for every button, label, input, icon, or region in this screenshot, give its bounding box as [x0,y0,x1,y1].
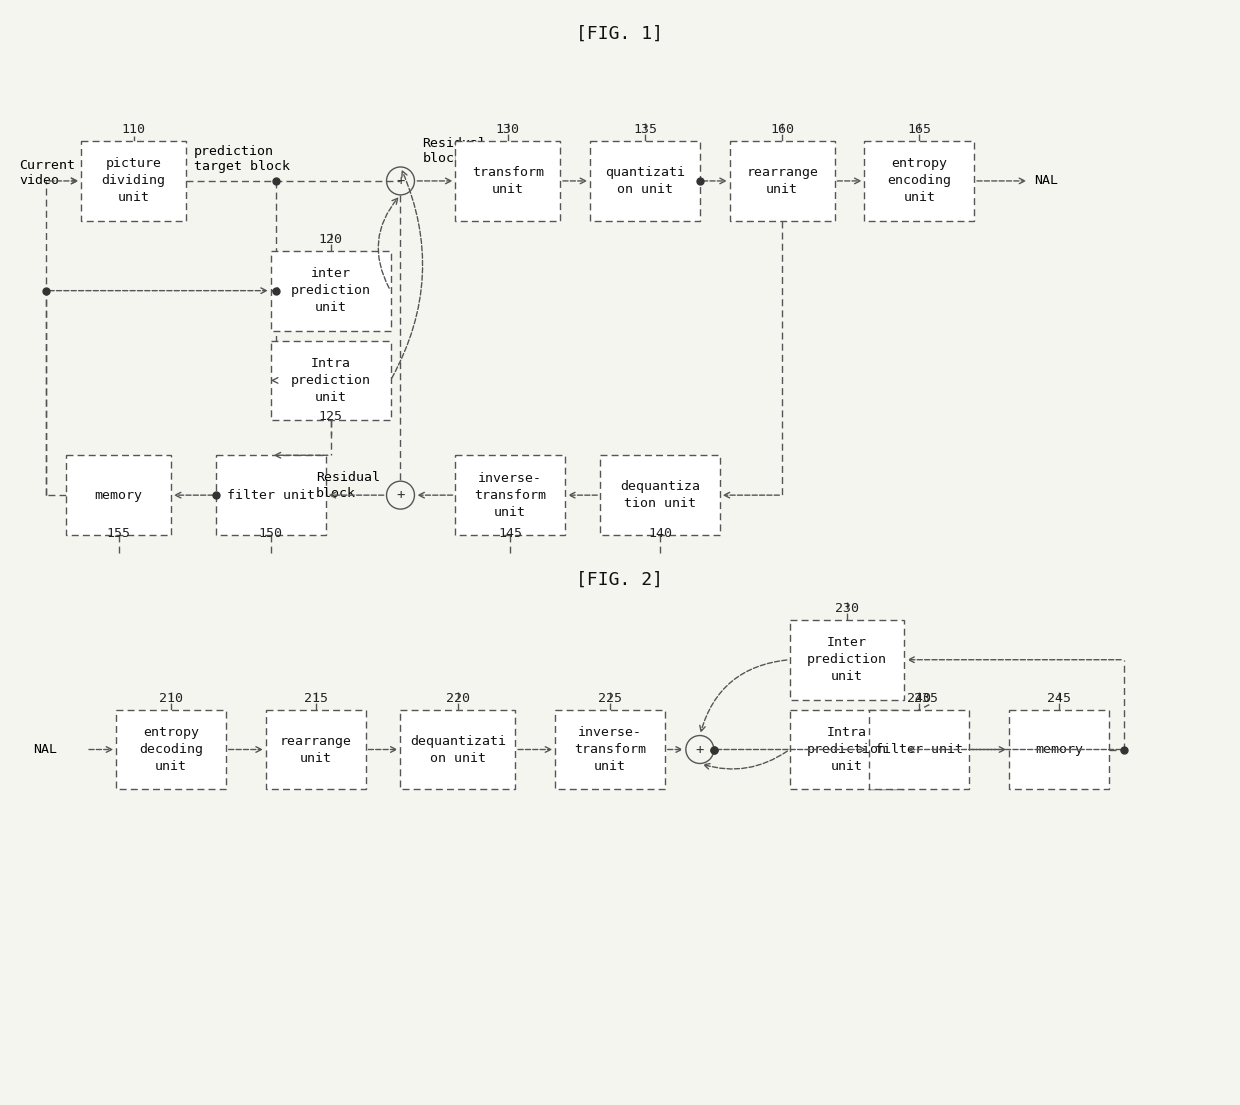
Text: 245: 245 [1047,692,1071,705]
Text: 210: 210 [159,692,184,705]
Text: dequantizati
on unit: dequantizati on unit [410,735,506,765]
Bar [864,141,975,221]
Text: Current
video: Current video [20,159,76,187]
Text: inter
prediction
unit: inter prediction unit [290,267,371,314]
Text: 240: 240 [908,692,931,705]
Bar [455,455,565,535]
Text: filter unit: filter unit [875,743,963,756]
Bar [401,709,516,789]
Text: inverse-
transform
unit: inverse- transform unit [574,726,646,773]
Text: 215: 215 [304,692,327,705]
Text: [FIG. 2]: [FIG. 2] [577,571,663,589]
Text: Inter
prediction
unit: Inter prediction unit [807,636,887,683]
Text: 110: 110 [122,123,145,136]
Text: 125: 125 [319,410,342,423]
Text: memory: memory [94,488,143,502]
Text: 155: 155 [107,527,130,540]
Bar [270,251,391,330]
Text: 220: 220 [446,692,470,705]
Text: 120: 120 [319,233,342,245]
Bar [790,620,904,699]
Text: Intra
prediction
unit: Intra prediction unit [290,357,371,404]
Bar [270,340,391,420]
Text: prediction
target block: prediction target block [193,145,290,173]
Bar [81,141,186,221]
Bar [869,709,970,789]
Bar [556,709,665,789]
Text: Residual: Residual [316,471,379,484]
Bar [117,709,226,789]
Bar [265,709,366,789]
Text: 140: 140 [649,527,672,540]
Bar [730,141,835,221]
Text: 165: 165 [908,123,931,136]
Text: 130: 130 [496,123,520,136]
Text: picture
dividing
unit: picture dividing unit [102,157,166,204]
Text: 235: 235 [914,692,939,705]
Text: +: + [397,173,404,188]
Bar [600,455,719,535]
Text: block: block [316,486,356,499]
Text: dequantiza
tion unit: dequantiza tion unit [620,481,699,511]
Text: NAL: NAL [1034,175,1058,188]
Text: 225: 225 [598,692,622,705]
Text: 150: 150 [259,527,283,540]
Text: rearrange
unit: rearrange unit [746,166,818,196]
Bar [1009,709,1109,789]
Text: Residual: Residual [423,137,486,149]
Bar [790,709,904,789]
Text: 230: 230 [835,602,859,614]
Text: entropy
encoding
unit: entropy encoding unit [888,157,951,204]
Text: entropy
decoding
unit: entropy decoding unit [139,726,203,773]
Text: block: block [423,152,463,166]
Text: transform
unit: transform unit [471,166,544,196]
Text: inverse-
transform
unit: inverse- transform unit [474,472,547,518]
Text: rearrange
unit: rearrange unit [280,735,352,765]
Bar [216,455,326,535]
Text: [FIG. 1]: [FIG. 1] [577,24,663,42]
Text: NAL: NAL [33,743,57,756]
Bar [66,455,171,535]
Text: +: + [397,488,404,502]
Text: Intra
prediction
unit: Intra prediction unit [807,726,887,773]
Text: memory: memory [1035,743,1083,756]
Text: quantizati
on unit: quantizati on unit [605,166,684,196]
Text: 145: 145 [498,527,522,540]
Text: 160: 160 [770,123,794,136]
Text: 135: 135 [632,123,657,136]
Text: +: + [696,743,704,757]
Text: filter unit: filter unit [227,488,315,502]
Bar [455,141,560,221]
Bar [590,141,699,221]
